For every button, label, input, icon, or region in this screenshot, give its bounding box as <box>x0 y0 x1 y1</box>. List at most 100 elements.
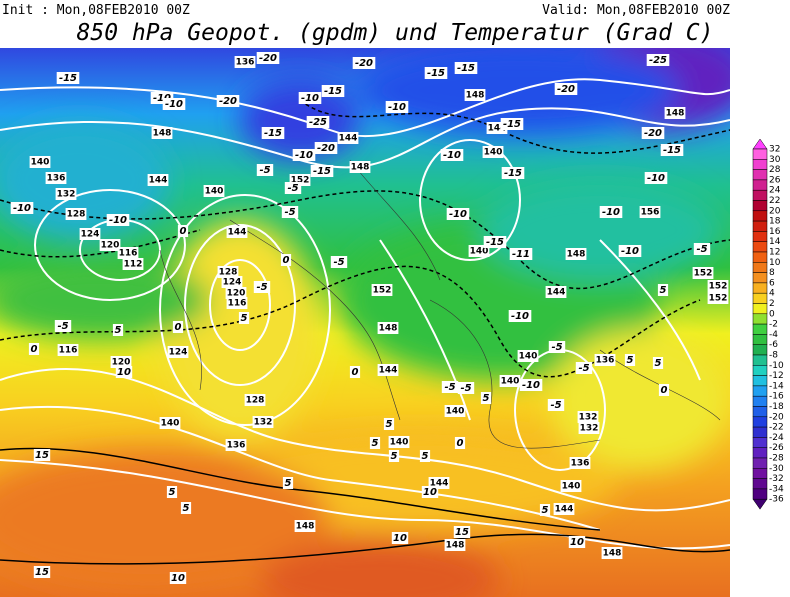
temperature-label: -20 <box>557 84 575 95</box>
geopotential-label: 128 <box>67 210 86 220</box>
temperature-label-box <box>177 225 189 237</box>
geopotential-label-box <box>217 266 239 278</box>
colorbar-label: 20 <box>769 206 781 216</box>
colorbar-box <box>752 200 768 212</box>
colorbar-label: -6 <box>769 340 778 350</box>
temperature-label: 5 <box>169 487 176 498</box>
colorbar-label: 24 <box>769 186 781 196</box>
colorbar-box <box>752 334 768 345</box>
colorbar-box <box>752 468 768 479</box>
colorbar-box <box>752 282 768 294</box>
geopotential-label: 120 <box>101 241 120 251</box>
geopotential-label: 148 <box>466 91 485 101</box>
geopotential-label: 144 <box>547 288 566 298</box>
temperature-label-box <box>352 57 376 69</box>
colorbar-label: 12 <box>769 248 780 258</box>
geopotential-label: 128 <box>219 268 238 278</box>
geopotential-label-box <box>565 248 587 260</box>
geopotential-label-box <box>79 228 101 240</box>
colorbar-label: -18 <box>769 402 784 412</box>
colorbar-label: -22 <box>769 423 784 433</box>
geopotential-label: 140 <box>484 148 503 158</box>
geopotential-label-box <box>147 174 169 186</box>
colorbar-extend-top <box>752 138 768 150</box>
temperature-label: -10 <box>602 207 620 218</box>
temperature-label-box <box>548 341 566 353</box>
geopotential-label: 136 <box>596 356 615 366</box>
temperature-label: -15 <box>503 119 521 130</box>
temperature-label: -10 <box>295 150 313 161</box>
geopotential-label-box <box>226 226 248 238</box>
geopotential-label: 156 <box>641 208 660 218</box>
temperature-label: -10 <box>511 311 529 322</box>
temperature-label-box <box>282 477 294 489</box>
temperature-label: 5 <box>483 393 490 404</box>
temperature-label-box <box>256 164 274 176</box>
colorbar-label: -4 <box>769 330 778 340</box>
temperature-label: -5 <box>284 207 295 218</box>
geopotential-label-box <box>203 185 225 197</box>
temperature-label: 10 <box>423 487 437 498</box>
geopotential-label: 144 <box>555 505 574 515</box>
temperature-label-box <box>298 92 322 104</box>
geopotential-label: 136 <box>47 174 66 184</box>
map-title: 850 hPa Geopot. (gpdm) und Temperatur (G… <box>77 20 714 46</box>
temperature-label-box <box>310 165 334 177</box>
valid-time: Valid: Mon,08FEB2010 00Z <box>542 3 730 18</box>
colorbar-box <box>752 313 768 325</box>
geopotential-label: 148 <box>446 541 465 551</box>
temperature-label: 5 <box>241 313 248 324</box>
temperature-label-box <box>424 67 448 79</box>
temperature-label-box <box>54 320 72 332</box>
temperature-label-box <box>657 284 669 296</box>
colorbar-label: 22 <box>769 196 780 206</box>
temperature-label: 5 <box>542 505 549 516</box>
geopotential-label: 152 <box>709 282 728 292</box>
colorbar-label: 8 <box>769 268 775 278</box>
geopotential-label-box <box>444 539 466 551</box>
temperature-label: 10 <box>117 367 131 378</box>
temperature-label: -10 <box>301 93 319 104</box>
geopotential-label: 152 <box>373 286 392 296</box>
colorbar-box <box>752 148 768 160</box>
geopotential-label-box <box>707 292 729 304</box>
map-field <box>0 48 730 597</box>
temperature-label-box <box>568 536 586 548</box>
temperature-label-box <box>454 62 478 74</box>
temperature-label-box <box>284 182 302 194</box>
temperature-label-box <box>292 149 316 161</box>
colorbar-label: 2 <box>769 299 775 309</box>
colorbar-label: -32 <box>769 474 784 484</box>
temperature-label: -5 <box>256 282 267 293</box>
temperature-label-box <box>28 343 40 355</box>
temperature-label-box <box>446 208 470 220</box>
colorbar-box <box>752 395 768 407</box>
geopotential-label: 116 <box>119 249 138 259</box>
geopotential-label-box <box>117 247 139 259</box>
geopotential-label-box <box>639 206 661 218</box>
geopotential-label-box <box>545 286 567 298</box>
colorbar-box <box>752 385 768 397</box>
geopotential-label-box <box>664 107 686 119</box>
temperature-label: -10 <box>109 215 127 226</box>
colorbar-label: -16 <box>769 392 784 402</box>
geopotential-label-box <box>377 364 399 376</box>
temperature-label: -15 <box>486 237 504 248</box>
temperature-label: -5 <box>259 165 270 176</box>
colorbar-label: -10 <box>769 361 784 371</box>
geopotential-label: 120 <box>227 289 246 299</box>
geopotential-label: 124 <box>169 348 188 358</box>
colorbar-box <box>752 406 768 418</box>
temperature-label: 5 <box>285 478 292 489</box>
temperature-label-box <box>693 243 711 255</box>
geopotential-label: 140 <box>390 438 409 448</box>
temperature-label-box <box>306 116 330 128</box>
temperature-label: 0 <box>457 438 464 449</box>
temperature-label-box <box>539 504 551 516</box>
colorbar-label: 26 <box>769 175 781 185</box>
temperature-label: 15 <box>455 527 469 538</box>
geopotential-label: 144 <box>379 366 398 376</box>
geopotential-label: 132 <box>57 190 76 200</box>
temperature-label-box <box>480 392 492 404</box>
geopotential-label-box <box>517 350 539 362</box>
